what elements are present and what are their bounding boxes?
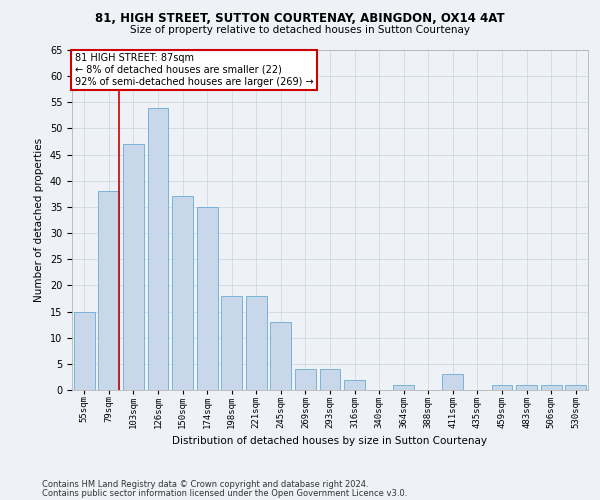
Bar [491,385,512,390]
Bar [148,108,169,390]
Bar [295,369,316,390]
Text: Contains HM Land Registry data © Crown copyright and database right 2024.: Contains HM Land Registry data © Crown c… [42,480,368,489]
Bar [565,385,586,390]
Bar [197,207,218,390]
Bar [123,144,144,390]
Bar [516,385,537,390]
Bar [246,296,267,390]
Bar [393,385,414,390]
Bar [74,312,95,390]
Bar [98,191,119,390]
Bar [271,322,292,390]
Bar [344,380,365,390]
Y-axis label: Number of detached properties: Number of detached properties [34,138,44,302]
Bar [320,369,340,390]
Bar [541,385,562,390]
Text: 81 HIGH STREET: 87sqm
← 8% of detached houses are smaller (22)
92% of semi-detac: 81 HIGH STREET: 87sqm ← 8% of detached h… [74,54,313,86]
X-axis label: Distribution of detached houses by size in Sutton Courtenay: Distribution of detached houses by size … [173,436,487,446]
Text: Contains public sector information licensed under the Open Government Licence v3: Contains public sector information licen… [42,489,407,498]
Bar [172,196,193,390]
Text: 81, HIGH STREET, SUTTON COURTENAY, ABINGDON, OX14 4AT: 81, HIGH STREET, SUTTON COURTENAY, ABING… [95,12,505,26]
Bar [221,296,242,390]
Bar [442,374,463,390]
Text: Size of property relative to detached houses in Sutton Courtenay: Size of property relative to detached ho… [130,25,470,35]
